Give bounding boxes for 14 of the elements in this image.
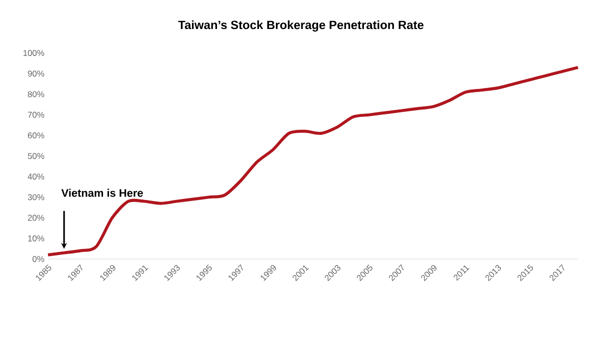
- y-tick-label: 30%: [28, 194, 44, 200]
- y-tick-label: 60%: [28, 132, 44, 138]
- y-tick-label: 40%: [28, 174, 44, 180]
- chart-title: Taiwan’s Stock Brokerage Penetration Rate: [178, 20, 424, 32]
- y-tick-label: 20%: [28, 214, 44, 221]
- y-tick-label: 100%: [23, 50, 44, 56]
- line-series: [46, 66, 580, 256]
- y-tick-label: 80%: [28, 91, 44, 98]
- y-tick-label: 50%: [28, 153, 44, 159]
- y-tick-label: 0%: [32, 256, 44, 262]
- annotation: Vietnam is Here: [61, 188, 143, 197]
- y-tick-label: 90%: [28, 70, 44, 77]
- y-tick-label: 10%: [28, 235, 44, 242]
- y-tick-label: 70%: [28, 112, 44, 118]
